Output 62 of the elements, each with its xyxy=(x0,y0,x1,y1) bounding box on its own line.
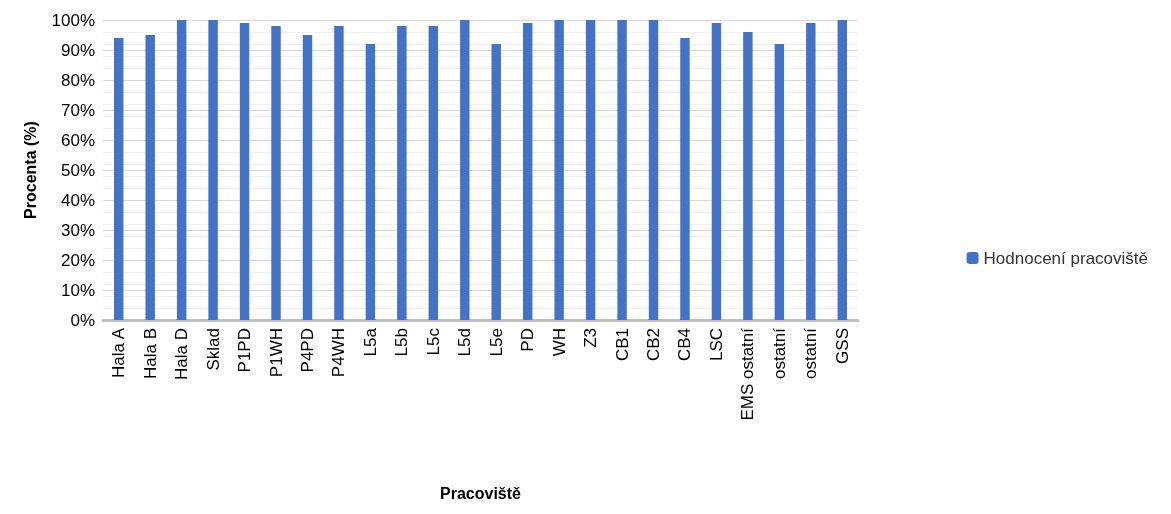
x-tick-label: CB4 xyxy=(675,328,695,362)
bar xyxy=(554,20,564,320)
bar xyxy=(397,26,407,320)
y-tick-label: 40% xyxy=(60,190,95,210)
x-tick-label: ostatní xyxy=(769,327,789,380)
legend-label: Hodnocení pracoviště xyxy=(983,248,1149,268)
x-tick-label: P1WH xyxy=(266,328,286,378)
bar xyxy=(208,20,218,320)
bar xyxy=(428,26,439,320)
x-tick-label: EMS ostatní xyxy=(738,327,758,421)
bar xyxy=(239,23,250,320)
x-axis-title: Pracoviště xyxy=(440,484,522,502)
x-tick-label: P4WH xyxy=(329,328,349,378)
bar xyxy=(585,20,596,320)
y-tick-label: 10% xyxy=(60,280,95,300)
bar xyxy=(145,35,155,320)
y-tick-label: 20% xyxy=(60,250,95,270)
x-tick-label: L5a xyxy=(360,327,380,357)
x-tick-label: CB2 xyxy=(644,328,664,362)
x-tick-label: ostatní xyxy=(801,327,821,380)
x-tick-label: L5e xyxy=(486,328,506,357)
bar xyxy=(176,20,187,320)
bar xyxy=(743,32,753,320)
x-tick-label: P1PD xyxy=(235,328,255,373)
x-tick-label: L5d xyxy=(455,328,475,357)
y-tick-label: 60% xyxy=(60,130,95,150)
y-tick-label: 90% xyxy=(60,40,95,60)
y-tick-label: 0% xyxy=(70,310,95,330)
y-tick-label: 100% xyxy=(51,10,95,30)
bar xyxy=(837,20,847,320)
x-tick-label: Hala D xyxy=(172,328,192,380)
bar xyxy=(522,23,533,320)
bar xyxy=(648,20,659,320)
x-tick-label: PD xyxy=(518,328,538,352)
bar xyxy=(711,23,722,320)
y-tick-label: 50% xyxy=(60,160,95,180)
bar xyxy=(302,35,313,320)
bar xyxy=(271,26,281,320)
y-axis-title: Procenta (%) xyxy=(21,121,39,219)
bar xyxy=(114,38,124,320)
x-tick-label: L5b xyxy=(392,328,412,357)
x-tick-label: WH xyxy=(549,328,569,357)
x-tick-label: Z3 xyxy=(581,328,601,348)
x-tick-label: LSC xyxy=(706,328,726,362)
bar xyxy=(365,44,376,320)
bar xyxy=(334,26,344,320)
bar xyxy=(806,23,816,320)
x-tick-label: Hala A xyxy=(109,327,129,379)
bar xyxy=(617,20,627,320)
y-tick-label: 80% xyxy=(60,70,95,90)
y-tick-label: 70% xyxy=(60,100,95,120)
x-tick-label: GSS xyxy=(832,328,852,364)
bar xyxy=(491,44,501,320)
x-tick-label: Sklad xyxy=(203,328,223,371)
x-tick-label: P4PD xyxy=(297,328,317,373)
x-tick-label: L5c xyxy=(423,327,443,356)
bar xyxy=(460,20,470,320)
y-tick-label: 30% xyxy=(60,220,95,240)
bar xyxy=(680,38,690,320)
x-tick-label: Hala B xyxy=(140,328,160,380)
x-tick-label: CB1 xyxy=(612,328,632,362)
bar xyxy=(774,44,785,320)
